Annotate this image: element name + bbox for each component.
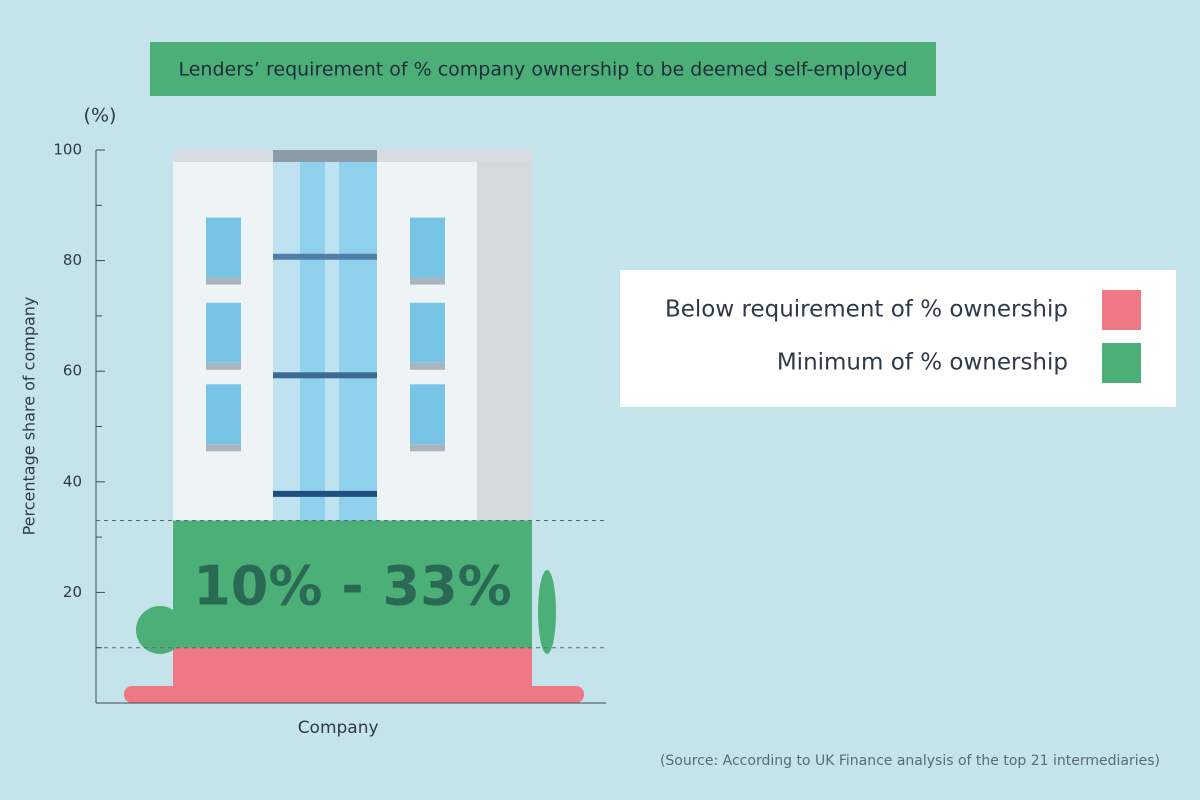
window (410, 302, 445, 363)
window (206, 384, 241, 445)
source-note: (Source: According to UK Finance analysi… (660, 753, 1160, 769)
y-tick-label: 60 (63, 362, 82, 380)
glass-bar (273, 490, 377, 497)
x-tick-label: Company (298, 718, 379, 738)
y-tick-label: 100 (53, 141, 82, 159)
bar-segment (173, 520, 532, 648)
title-box (150, 42, 936, 96)
glass-bar (273, 253, 377, 260)
window-sill (206, 362, 241, 370)
unit-label: (%) (84, 105, 117, 127)
building (300, 162, 325, 521)
ground (124, 686, 584, 703)
window (206, 302, 241, 363)
window (410, 384, 445, 445)
legend-swatch (1102, 290, 1141, 330)
window (206, 217, 241, 278)
y-axis-label: Percentage share of company (20, 297, 39, 536)
building (339, 162, 377, 521)
window-sill (206, 277, 241, 285)
tree (538, 570, 556, 654)
legend-box (620, 270, 1176, 407)
y-tick-label: 80 (63, 251, 82, 269)
window-sill (410, 277, 445, 285)
window-sill (410, 362, 445, 370)
y-tick-label: 20 (63, 583, 82, 601)
range-label: 10% - 33% (193, 555, 512, 618)
window-sill (206, 444, 241, 452)
legend-label: Below requirement of % ownership (665, 297, 1068, 323)
legend-swatch (1102, 343, 1141, 383)
tree (136, 606, 184, 654)
chart-title: Lenders’ requirement of % company owners… (178, 59, 907, 81)
legend-label: Minimum of % ownership (777, 350, 1068, 376)
building-roof (273, 150, 377, 162)
building (477, 162, 532, 521)
glass-bar (273, 372, 377, 379)
window-sill (410, 444, 445, 452)
y-tick-label: 40 (63, 472, 82, 490)
window (410, 217, 445, 278)
